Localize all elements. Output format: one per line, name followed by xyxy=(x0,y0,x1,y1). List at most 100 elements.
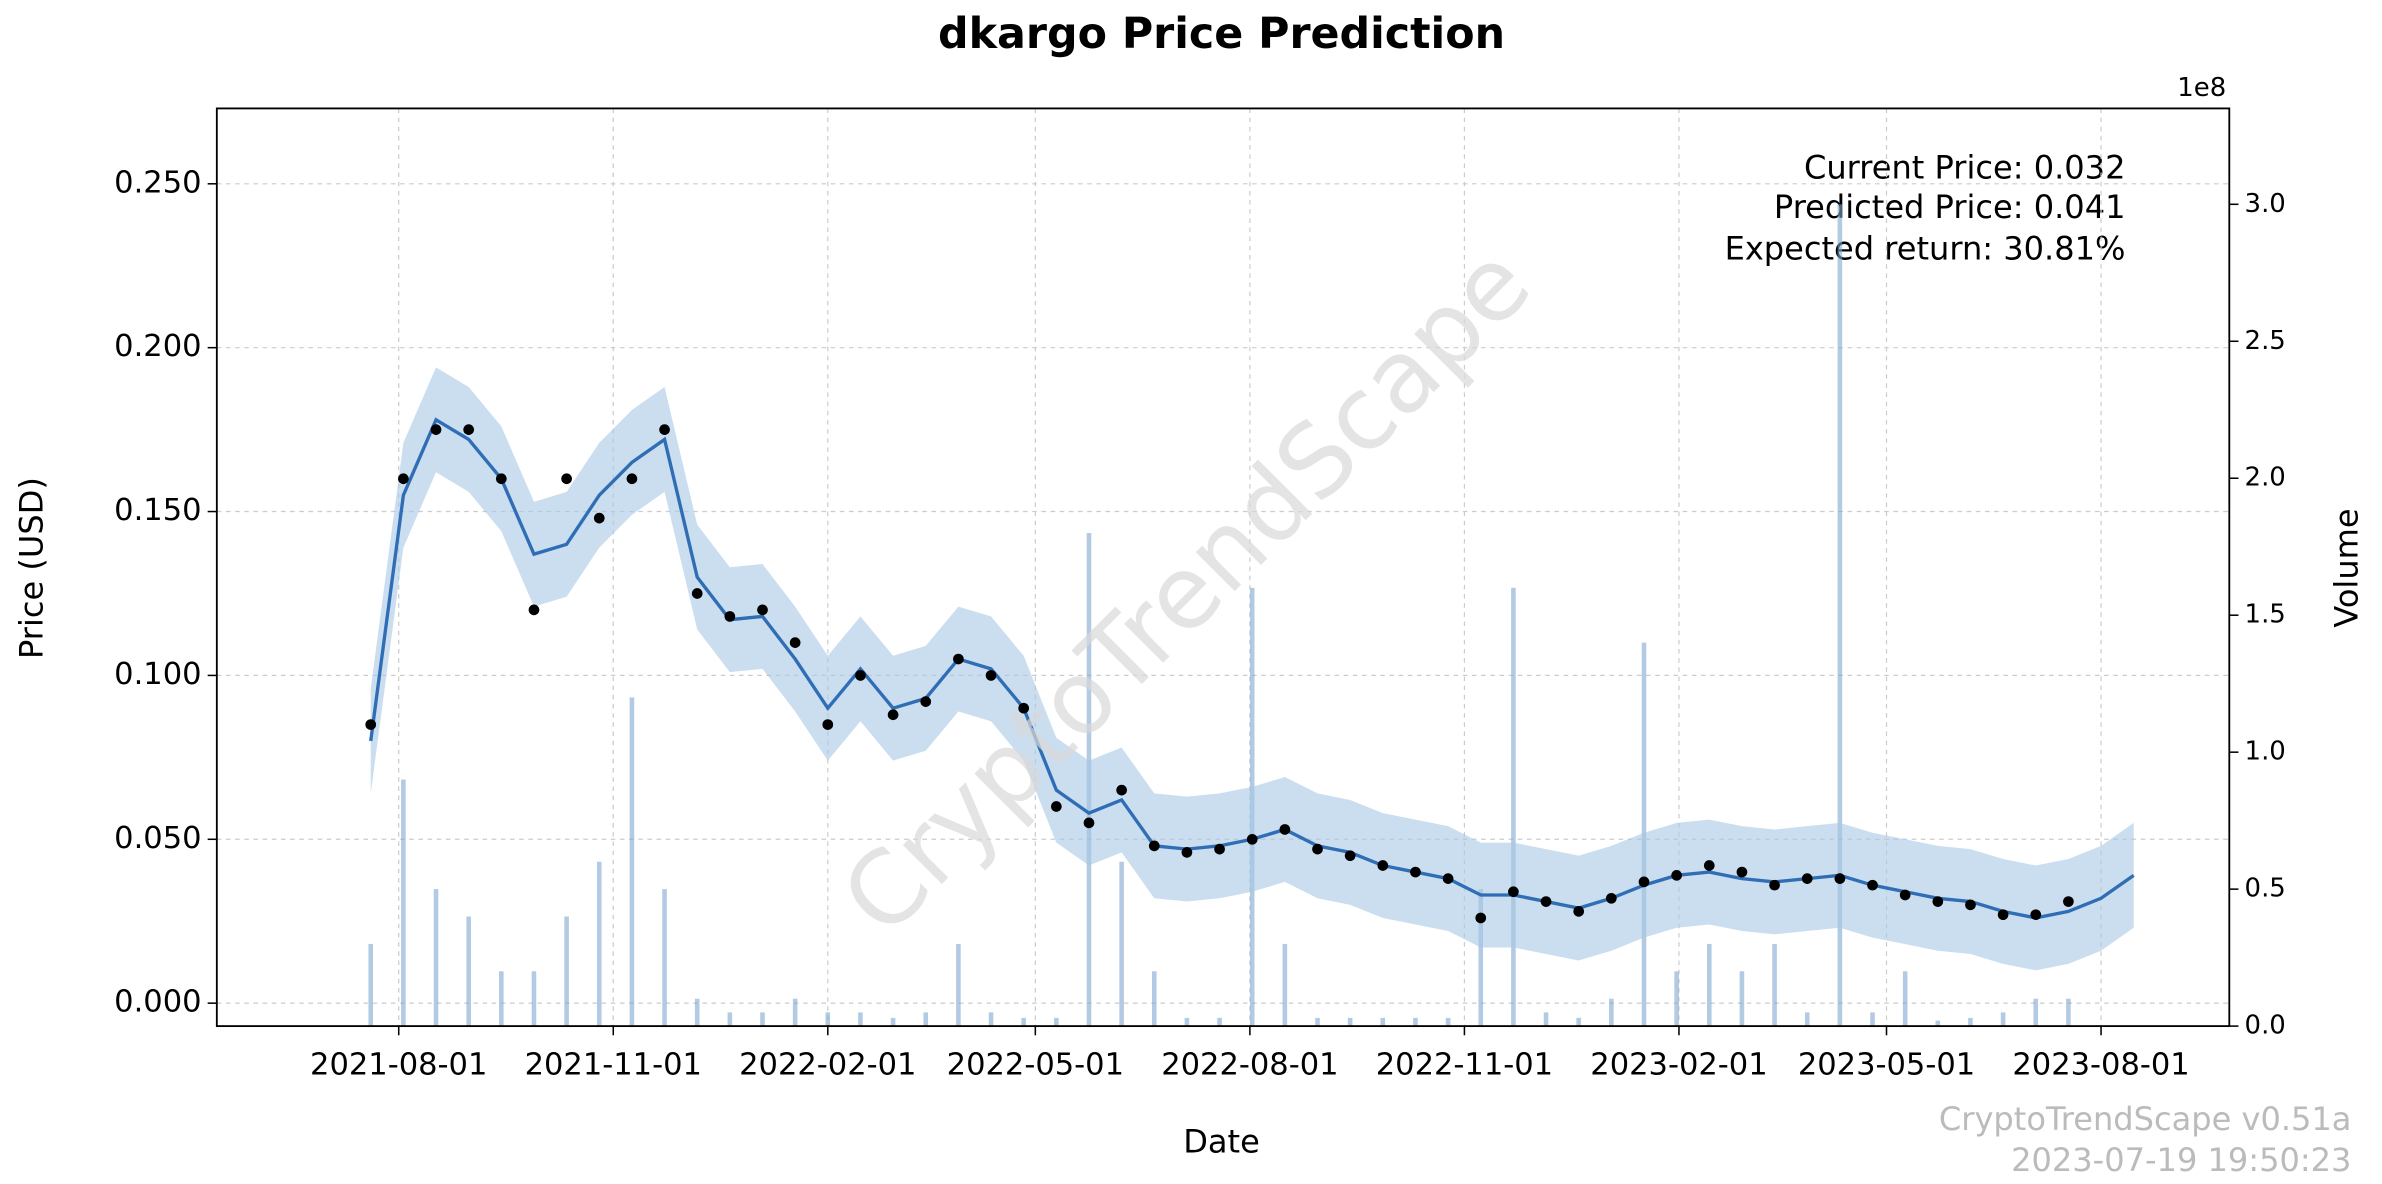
plot-frame xyxy=(215,107,2231,1028)
price-point xyxy=(1899,889,1911,901)
y2-tick-label: 1.0 xyxy=(2245,737,2286,767)
y-tick-label: 0.050 xyxy=(114,821,201,856)
volume-bar xyxy=(1282,943,1288,1027)
y-tick-label: 0.200 xyxy=(114,329,201,364)
volume-bar xyxy=(1021,1017,1026,1027)
volume-bar xyxy=(499,971,504,1027)
price-point xyxy=(528,604,540,616)
annotation: Expected return: 30.81% xyxy=(1725,229,2126,267)
price-point xyxy=(1442,873,1454,884)
volume-bar xyxy=(596,861,602,1027)
volume-bar xyxy=(1380,1017,1386,1027)
x-tick-label: 2022-05-01 xyxy=(947,1047,1124,1082)
volume-bar xyxy=(2000,1012,2006,1027)
volume-bar xyxy=(1968,1017,1973,1027)
price-point xyxy=(1050,801,1062,812)
volume-bar xyxy=(2033,998,2039,1027)
volume-bar xyxy=(1870,1012,1875,1027)
price-point xyxy=(1965,899,1976,911)
price-point xyxy=(855,670,866,681)
volume-bar xyxy=(1609,998,1614,1027)
volume-bar xyxy=(531,971,537,1027)
price-point xyxy=(1540,896,1552,907)
price-point xyxy=(561,473,572,485)
y2-axis-label: Volume xyxy=(2327,508,2365,627)
volume-bar xyxy=(1347,1017,1353,1027)
volume-bar xyxy=(956,943,961,1027)
annotation: Current Price: 0.032 xyxy=(1804,149,2125,187)
price-point xyxy=(365,719,377,730)
chart-title: dkargo Price Prediction xyxy=(938,9,1505,59)
volume-bar xyxy=(1119,861,1124,1027)
volume-bar xyxy=(1217,1017,1222,1027)
price-point xyxy=(1703,860,1715,871)
price-point xyxy=(1867,879,1878,891)
y2-tick-label: 0.0 xyxy=(2245,1011,2286,1041)
price-point xyxy=(1116,784,1127,796)
price-point xyxy=(691,588,703,599)
price-point xyxy=(1181,847,1193,858)
price-point xyxy=(724,611,736,622)
price-point xyxy=(1508,886,1519,898)
x-tick-label: 2023-08-01 xyxy=(2012,1047,2189,1082)
volume-bar xyxy=(564,916,569,1027)
y2-tick-label: 3.0 xyxy=(2245,189,2286,219)
price-point xyxy=(1377,860,1389,871)
volume-bar xyxy=(1576,1017,1581,1027)
volume-bar xyxy=(1772,943,1777,1027)
price-point xyxy=(1573,906,1585,917)
x-tick-label: 2022-02-01 xyxy=(739,1047,916,1082)
confidence-band xyxy=(370,367,2134,971)
volume-bar xyxy=(401,779,406,1027)
y-tick-label: 0.100 xyxy=(114,657,201,692)
price-point xyxy=(1344,850,1356,862)
volume-bar xyxy=(1837,204,1843,1027)
price-point xyxy=(822,719,834,730)
volume-bar xyxy=(1511,587,1516,1027)
volume-bar xyxy=(1543,1012,1549,1027)
price-point xyxy=(1638,876,1650,888)
footer: CryptoTrendScape v0.51a xyxy=(1939,1100,2352,1138)
price-point xyxy=(1018,702,1030,714)
x-tick-label: 2022-11-01 xyxy=(1376,1047,1553,1082)
price-point xyxy=(1214,843,1225,855)
volume-bar xyxy=(694,998,700,1027)
volume-bar xyxy=(1935,1020,1941,1027)
price-point xyxy=(953,653,964,665)
x-tick-label: 2021-08-01 xyxy=(310,1047,487,1082)
x-tick-label: 2022-08-01 xyxy=(1161,1047,1338,1082)
volume-bar xyxy=(2066,998,2071,1027)
price-point xyxy=(1671,869,1682,881)
x-tick-label: 2023-05-01 xyxy=(1798,1047,1975,1082)
volume-bar xyxy=(1184,1017,1190,1027)
volume-bar xyxy=(923,1012,929,1027)
volume-bar xyxy=(825,1012,831,1027)
price-point xyxy=(789,637,801,648)
volume-bar xyxy=(890,1017,896,1027)
volume-bar xyxy=(727,1012,733,1027)
volume-bar xyxy=(1706,943,1712,1027)
y-axis-label: Price (USD) xyxy=(13,477,51,659)
volume-bar xyxy=(1445,1017,1451,1027)
y-tick-label: 0.250 xyxy=(114,165,201,200)
price-point xyxy=(463,424,475,435)
x-tick-label: 2021-11-01 xyxy=(525,1047,702,1082)
y2-tick-label: 2.5 xyxy=(2245,326,2286,356)
price-point xyxy=(1801,873,1813,884)
price-point xyxy=(1410,866,1421,878)
price-point xyxy=(2030,909,2042,921)
volume-bar xyxy=(858,1012,863,1027)
price-point xyxy=(1083,817,1095,829)
volume-bar xyxy=(988,1012,994,1027)
price-point xyxy=(2063,896,2074,907)
volume-bar xyxy=(368,943,374,1027)
volume-bar xyxy=(433,889,439,1027)
price-point xyxy=(430,424,442,435)
price-point xyxy=(398,473,409,485)
y2-tick-label: 1.5 xyxy=(2245,600,2286,630)
price-point xyxy=(1834,873,1846,884)
price-point xyxy=(1769,879,1780,891)
price-point xyxy=(1279,824,1291,835)
